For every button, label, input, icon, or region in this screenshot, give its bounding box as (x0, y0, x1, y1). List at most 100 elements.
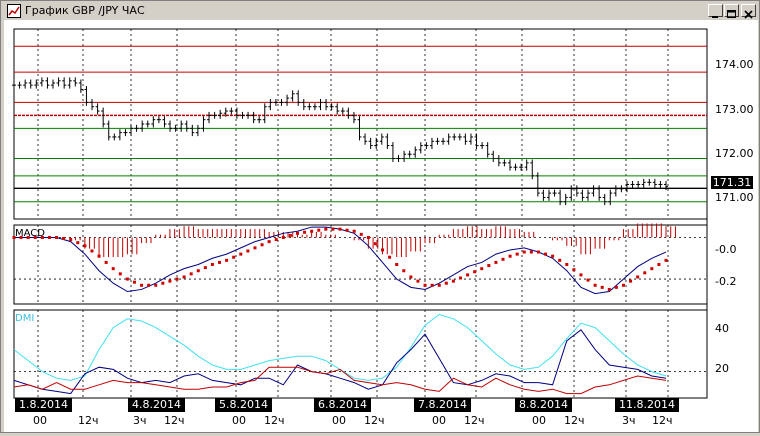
hour-label: 12ч (164, 414, 185, 427)
macd-signal-point (196, 269, 200, 273)
macd-signal-point (324, 227, 328, 231)
date-label: 4.8.2014 (128, 398, 185, 412)
chart-area[interactable] (4, 20, 758, 432)
hour-label: 3ч (133, 414, 147, 427)
macd-signal-point (210, 263, 214, 266)
macd-signal-point (12, 235, 16, 239)
macd-signal-point (310, 229, 314, 233)
macd-signal-point (473, 270, 477, 274)
macd-signal-point (19, 235, 23, 239)
macd-signal-point (189, 272, 193, 276)
macd-signal-point (359, 232, 363, 236)
macd-signal-point (381, 248, 385, 252)
macd-signal-point (409, 275, 413, 279)
macd-signal-point (295, 231, 299, 235)
hour-label: 00 (232, 414, 246, 427)
macd-signal-point (125, 277, 129, 281)
maximize-button[interactable] (724, 4, 739, 18)
hour-label: 00 (432, 414, 446, 427)
macd-signal-point (90, 249, 94, 253)
macd-signal-point (480, 267, 484, 271)
price-tick-label: 171.00 (715, 191, 754, 204)
macd-signal-point (643, 271, 647, 275)
macd-signal-point (451, 279, 455, 283)
date-label: 11.8.2014 (615, 398, 679, 412)
macd-signal-point (267, 240, 271, 244)
macd-signal-point (161, 281, 165, 285)
macd-signal-point (303, 230, 307, 234)
plus-di-line (13, 329, 667, 395)
macd-tick-label: -0.2 (715, 275, 737, 288)
dmi-pane-frame (13, 309, 708, 399)
macd-signal-point (62, 237, 66, 241)
macd-signal-point (558, 258, 562, 262)
macd-signal-point (168, 279, 172, 283)
macd-signal-point (536, 250, 540, 254)
macd-signal-point (501, 257, 505, 261)
macd-signal-point (317, 228, 321, 232)
price-tick-label: 173.00 (715, 103, 754, 116)
macd-signal-point (218, 260, 222, 264)
minus-di-line (13, 366, 667, 395)
macd-signal-point (345, 228, 349, 232)
macd-signal-point (26, 235, 30, 239)
macd-signal-point (175, 277, 179, 281)
macd-signal-point (33, 235, 37, 239)
macd-signal-point (55, 235, 59, 239)
macd-signal-point (416, 279, 420, 283)
close-button[interactable] (741, 4, 756, 19)
macd-signal-point (458, 276, 462, 280)
macd-signal-point (132, 280, 136, 284)
price-tick-label: 174.00 (715, 58, 754, 71)
macd-signal-point (607, 287, 611, 291)
macd-signal-point (395, 263, 399, 266)
macd-signal-point (430, 283, 434, 287)
macd-signal-point (522, 250, 526, 254)
price-tick-label: 172.00 (715, 147, 754, 160)
price-pane-frame (13, 28, 708, 220)
macd-signal-point (629, 279, 633, 283)
macd-signal-point (246, 249, 250, 253)
minimize-icon (712, 16, 718, 18)
macd-signal-point (154, 283, 158, 287)
hour-label: 12ч (564, 414, 585, 427)
window-title: График GBP /JPY ЧАС (25, 4, 145, 17)
hour-label: 12ч (464, 414, 485, 427)
hour-label: 12ч (264, 414, 285, 427)
macd-signal-point (466, 273, 470, 277)
macd-signal-point (388, 255, 392, 259)
macd-signal-point (76, 241, 80, 245)
hour-label: 12ч (78, 414, 99, 427)
macd-signal-point (572, 268, 576, 272)
macd-signal-point (83, 244, 87, 248)
macd-signal-point (544, 252, 548, 256)
macd-signal-point (69, 238, 73, 242)
macd-signal-point (373, 242, 377, 246)
macd-signal-point (636, 275, 640, 279)
macd-signal-point (260, 243, 264, 247)
hour-label: 12ч (652, 414, 673, 427)
macd-signal-point (508, 254, 512, 258)
macd-signal-point (331, 227, 335, 231)
chart-canvas[interactable] (4, 20, 758, 432)
macd-signal-point (593, 283, 597, 287)
macd-signal-point (664, 258, 668, 262)
macd-signal-point (47, 235, 51, 239)
macd-signal-point (621, 283, 625, 287)
macd-signal-point (423, 283, 427, 287)
macd-signal-point (97, 254, 101, 258)
macd-signal-point (118, 272, 122, 276)
minimize-button[interactable] (708, 4, 723, 18)
hour-label: 00 (33, 414, 47, 427)
hour-label: 3ч (622, 414, 636, 427)
last-price-badge: 171.31 (711, 176, 753, 189)
date-label: 6.8.2014 (314, 398, 371, 412)
macd-signal-point (147, 283, 151, 287)
macd-signal-point (281, 235, 285, 239)
macd-signal-point (104, 260, 108, 264)
date-label: 1.8.2014 (15, 398, 72, 412)
title-bar[interactable]: График GBP /JPY ЧАС (3, 3, 757, 19)
macd-signal-point (494, 260, 498, 264)
hour-label: 12ч (364, 414, 385, 427)
macd-signal-point (203, 266, 207, 270)
